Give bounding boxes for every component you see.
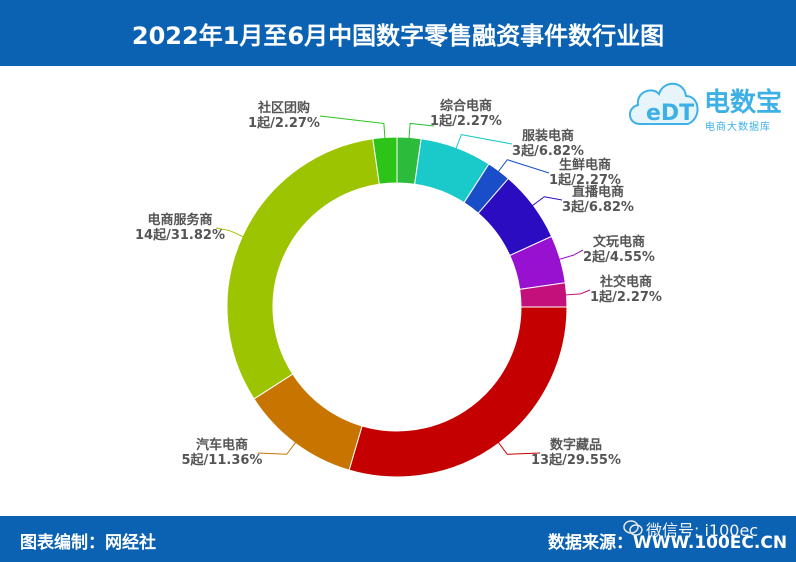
slice-name-label: 文玩电商 [593,234,645,250]
logo-subtitle: 电商大数据库 [705,122,771,133]
slice-value-label: 3起/6.82% [562,199,634,215]
footer-source-author: 图表编制：网经社 [20,533,156,553]
logo-mark: eDT [646,101,694,126]
slice-labels: 综合电商1起/2.27%服装电商3起/6.82%生鲜电商1起/2.27%直播电商… [135,98,662,468]
leader-line-7 [496,439,541,455]
leader-line-8 [257,439,298,455]
logo: eDT [626,72,702,138]
slice-10 [372,136,398,185]
leader-line-2 [454,134,513,152]
slice-value-label: 1起/2.27% [549,172,621,188]
slice-value-label: 13起/29.55% [531,452,621,468]
slice-name-label: 综合电商 [440,98,492,114]
leader-line-4 [529,196,563,208]
cloud-logo-icon: eDT [629,82,699,126]
slice-value-label: 5起/11.36% [182,452,263,468]
slice-value-label: 14起/31.82% [135,227,225,243]
slice-9 [226,138,380,400]
slice-name-label: 直播电商 [572,184,624,200]
slice-name-label: 社交电商 [599,274,652,290]
slice-name-label: 社区团购 [257,100,310,116]
slice-name-label: 电商服务商 [147,212,212,228]
slice-value-label: 1起/2.27% [430,113,502,129]
slice-value-label: 3起/6.82% [512,143,584,159]
leader-line-10 [319,115,386,142]
wechat-icon [623,520,643,536]
chart-title: 2022年1月至6月中国数字零售融资事件数行业图 [131,21,665,50]
donut-slices [226,136,568,478]
slice-value-label: 2起/4.55% [583,249,655,265]
leader-lines [215,115,591,455]
leader-line-3 [496,159,550,175]
leader-line-1 [408,122,435,142]
slice-name-label: 数字藏品 [550,437,602,453]
slice-name-label: 服装电商 [522,128,574,144]
leader-line-6 [562,289,591,296]
slice-name-label: 汽车电商 [196,437,248,453]
slice-value-label: 1起/2.27% [248,115,320,131]
slice-7 [348,306,568,478]
donut-chart: 综合电商1起/2.27%服装电商3起/6.82%生鲜电商1起/2.27%直播电商… [135,98,662,478]
slice-value-label: 1起/2.27% [590,289,662,305]
chart-title-bar: 2022年1月至6月中国数字零售融资事件数行业图 [0,0,796,66]
footer-bar: 图表编制：网经社 数据来源：WWW.100EC.CN [0,516,796,562]
leader-line-9 [215,227,247,239]
watermark-text: 微信号: i100ec [646,521,759,540]
slice-name-label: 生鲜电商 [559,157,611,173]
footer-data-source: 数据来源：WWW.100EC.CN [548,533,788,553]
leader-line-5 [556,249,584,261]
logo-name: 电数宝 [704,88,783,118]
